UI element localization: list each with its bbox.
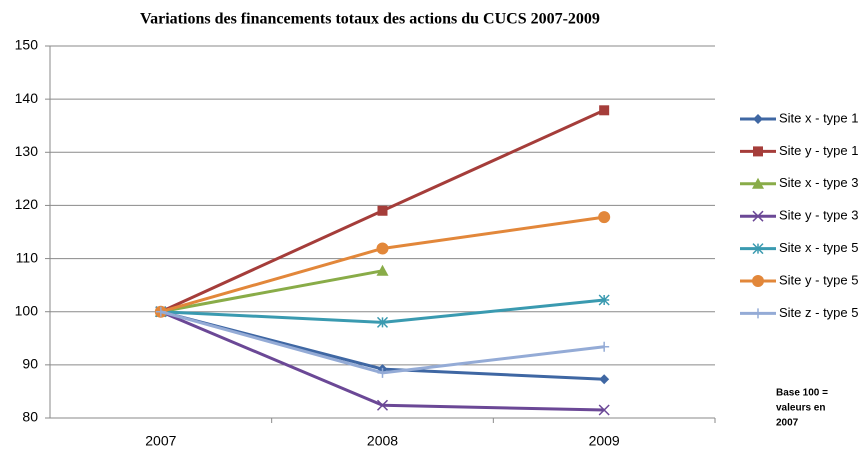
y-tick-label: 100: [15, 302, 39, 318]
x-tick-label: 2007: [145, 433, 176, 449]
legend-label: Site x - type 3: [779, 175, 858, 190]
marker: [753, 114, 763, 124]
marker: [753, 308, 763, 319]
marker: [753, 146, 763, 157]
legend-label: Site x - type 1: [779, 110, 858, 125]
marker: [376, 316, 389, 328]
y-tick-label: 150: [15, 37, 39, 53]
x-tick-label: 2008: [367, 433, 398, 449]
marker: [376, 399, 389, 411]
legend-label: Site x - type 5: [779, 240, 858, 255]
y-tick-label: 90: [22, 356, 38, 372]
marker: [377, 205, 388, 216]
annotation: valeurs en: [776, 403, 825, 414]
legend-label: Site y - type 5: [779, 272, 858, 287]
y-tick-label: 110: [16, 249, 39, 265]
legend-label: Site z - type 5: [779, 305, 858, 320]
marker: [376, 242, 389, 255]
marker: [598, 294, 610, 306]
y-tick-label: 140: [15, 90, 39, 106]
marker: [599, 374, 610, 385]
marker: [599, 341, 610, 352]
marker: [376, 264, 389, 276]
marker: [752, 177, 764, 189]
series-line: [160, 215, 605, 314]
marker: [752, 210, 764, 222]
marker: [598, 211, 611, 224]
x-tick-label: 2009: [589, 433, 620, 449]
chart-title: Variations des financements totaux des a…: [140, 11, 600, 28]
y-tick-label: 130: [15, 143, 39, 159]
series-line: [160, 269, 383, 314]
marker: [752, 275, 764, 287]
legend-label: Site y - type 1: [779, 143, 858, 158]
marker: [599, 105, 610, 116]
annotation: Base 100 =: [776, 388, 828, 399]
y-tick-label: 80: [22, 409, 38, 425]
legend-label: Site y - type 3: [779, 208, 858, 223]
annotation: 2007: [776, 418, 799, 429]
marker: [752, 243, 764, 255]
marker: [598, 404, 610, 416]
marker: [377, 367, 388, 378]
marker: [155, 306, 166, 317]
y-tick-label: 120: [15, 196, 39, 212]
